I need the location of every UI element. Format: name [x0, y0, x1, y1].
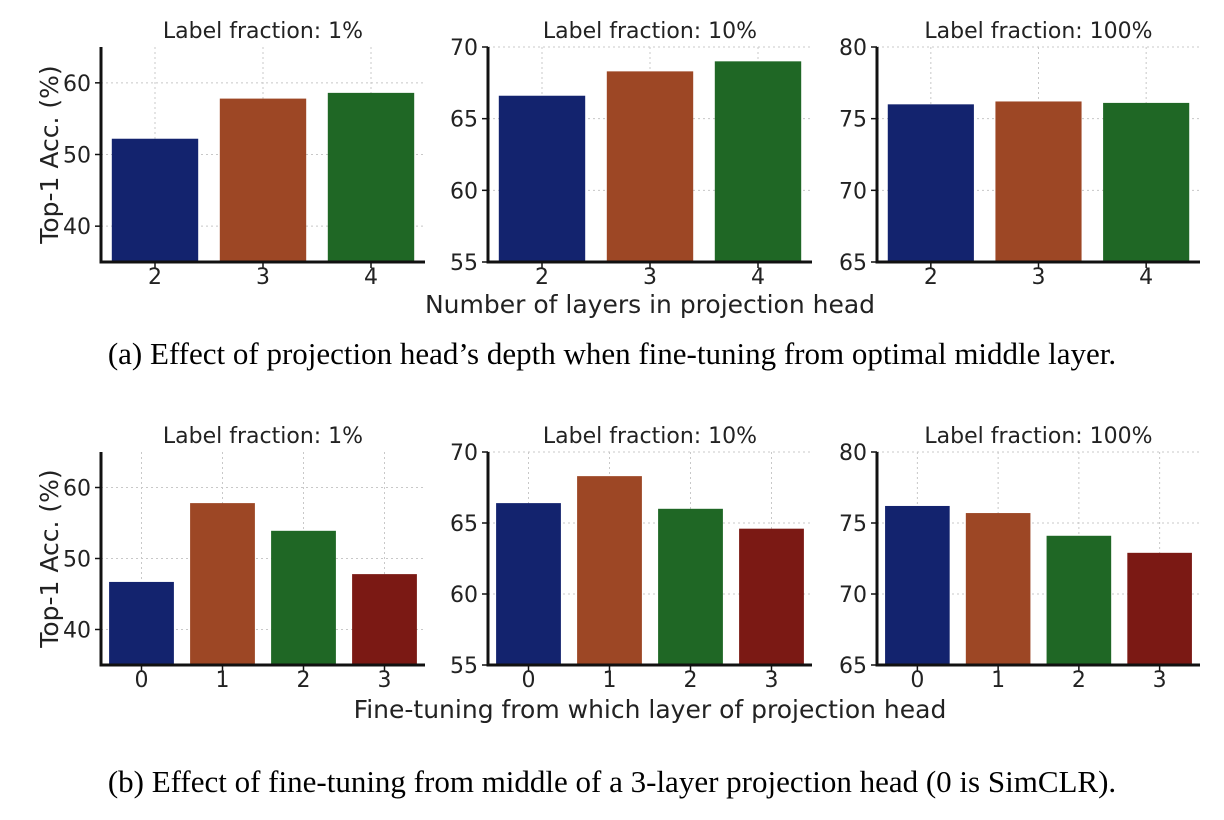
bar-0 — [109, 581, 174, 665]
chart-title: Label fraction: 100% — [924, 424, 1152, 449]
chart-panel-b-2: 55 60 65 70 0 1 2 3 Label fraction: 10% Fine-tuni… — [354, 424, 947, 724]
caption-a: (a) Effect of projection head’s depth wh… — [108, 336, 1116, 371]
bar-3 — [1127, 552, 1192, 665]
y-tick-label: 60 — [450, 179, 478, 204]
y-tick-label: 65 — [839, 251, 867, 276]
chart-title: Label fraction: 10% — [543, 19, 757, 44]
x-tick-label: 4 — [364, 265, 378, 290]
x-tick-label: 3 — [643, 265, 657, 290]
x-tick-label: 3 — [378, 668, 392, 693]
x-tick-label: 2 — [924, 265, 938, 290]
y-tick-label: 50 — [63, 548, 91, 573]
bar-3 — [219, 98, 307, 262]
x-tick-label: 1 — [991, 668, 1005, 693]
chart-title: Label fraction: 1% — [163, 19, 363, 44]
x-tick-label: 1 — [216, 668, 230, 693]
y-tick-label: 65 — [450, 512, 478, 537]
y-tick-label: 55 — [450, 654, 478, 679]
chart-title: Label fraction: 100% — [924, 19, 1152, 44]
chart-title: Label fraction: 10% — [543, 424, 757, 449]
chart-panel-b-3: 65 70 75 80 0 1 2 3 Label fraction: 100% — [839, 424, 1200, 693]
x-tick-label: 2 — [1072, 668, 1086, 693]
bar-1 — [965, 513, 1031, 665]
y-tick-label: 75 — [839, 108, 867, 133]
y-tick-label: 40 — [63, 215, 91, 240]
bar-2 — [658, 508, 723, 665]
y-tick-label: 65 — [839, 654, 867, 679]
x-axis-label: Number of layers in projection head — [425, 290, 875, 319]
bar-1 — [190, 503, 255, 665]
y-tick-label: 70 — [450, 36, 478, 61]
y-tick-label: 60 — [63, 72, 91, 97]
chart-panel-b-1: 40 50 60 0 1 2 3 Label fraction: 1% Top-1 Acc. (… — [35, 424, 425, 693]
bar-3 — [606, 71, 694, 262]
y-tick-label: 60 — [63, 477, 91, 502]
x-axis-label: Fine-tuning from which layer of projecti… — [354, 695, 947, 724]
bar-3 — [995, 101, 1082, 262]
y-tick-label: 50 — [63, 144, 91, 169]
y-axis-label: Top-1 Acc. (%) — [35, 65, 64, 244]
bar-2 — [887, 104, 974, 262]
bar-4 — [327, 92, 415, 262]
y-tick-label: 80 — [839, 36, 867, 61]
x-tick-label: 3 — [256, 265, 270, 290]
x-tick-label: 2 — [535, 265, 549, 290]
x-tick-label: 2 — [684, 668, 698, 693]
x-tick-label: 3 — [1153, 668, 1167, 693]
y-tick-label: 70 — [839, 583, 867, 608]
x-tick-label: 2 — [148, 265, 162, 290]
y-tick-label: 65 — [450, 108, 478, 133]
bar-1 — [577, 476, 642, 665]
bar-2 — [498, 95, 586, 262]
chart-panel-a-2: 55 60 65 70 2 3 4 Label fraction: 10% Number of … — [425, 19, 875, 319]
x-tick-label: 0 — [910, 668, 924, 693]
chart-panel-a-3: 65 70 75 80 2 3 4 Label fraction: 100% — [839, 19, 1200, 290]
x-tick-label: 4 — [1139, 265, 1153, 290]
x-tick-label: 3 — [765, 668, 779, 693]
bar-2 — [1046, 535, 1112, 665]
y-tick-label: 40 — [63, 619, 91, 644]
chart-panel-a-1: 40 50 60 2 3 4 Label fraction: 1% Top-1 Acc. (%… — [35, 19, 425, 290]
x-tick-label: 4 — [751, 265, 765, 290]
x-tick-label: 0 — [522, 668, 536, 693]
caption-b: (b) Effect of fine-tuning from middle of… — [108, 764, 1116, 799]
y-tick-label: 60 — [450, 583, 478, 608]
x-tick-label: 1 — [603, 668, 617, 693]
bar-3 — [352, 574, 417, 665]
x-tick-label: 3 — [1032, 265, 1046, 290]
y-tick-label: 55 — [450, 251, 478, 276]
y-tick-label: 70 — [839, 179, 867, 204]
chart-title: Label fraction: 1% — [163, 424, 363, 449]
y-axis-label: Top-1 Acc. (%) — [35, 469, 64, 648]
bar-0 — [496, 503, 561, 665]
y-tick-label: 75 — [839, 512, 867, 537]
bar-3 — [739, 528, 804, 665]
bar-4 — [714, 61, 802, 263]
bar-2 — [111, 138, 199, 262]
x-tick-label: 2 — [297, 668, 311, 693]
bar-0 — [885, 505, 950, 665]
y-tick-label: 80 — [839, 441, 867, 466]
bar-4 — [1103, 102, 1190, 263]
y-tick-label: 70 — [450, 441, 478, 466]
bar-2 — [271, 530, 336, 665]
x-tick-label: 0 — [135, 668, 149, 693]
